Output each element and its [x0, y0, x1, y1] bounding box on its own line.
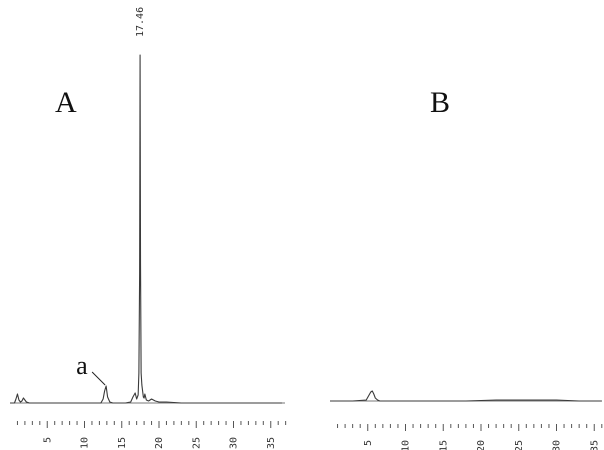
panel-a-x-tick-label: 5 [42, 437, 53, 443]
panel-b-x-tick-label: 25 [514, 440, 525, 450]
panel-a-axis-tick-labels: 5 10 15 20 25 30 35 [42, 437, 277, 449]
panel-a-x-tick-label: 20 [154, 437, 165, 449]
panel-b-label: B [430, 86, 450, 119]
panel-b-axis-tick-labels: 5 10 15 20 25 30 35 [363, 440, 601, 450]
panel-a-label: A [55, 86, 77, 119]
panel-a-x-tick-label: 10 [80, 437, 91, 449]
panel-b-axis-ticks [337, 424, 603, 431]
panel-a-peak-labels: 17.46 [135, 7, 146, 37]
panel-a-axis-ticks [16, 421, 287, 428]
panel-b-x-tick-label: 5 [363, 440, 374, 446]
panel-a-trace [10, 54, 282, 404]
panel-a-x-tick-label: 25 [191, 437, 202, 449]
panel-a-peak-retention-label: 17.46 [135, 7, 146, 37]
panel-b-x-tick-label: 20 [476, 440, 487, 450]
panel-a-annotation-leader [91, 371, 106, 386]
panel-a-x-tick-label: 35 [266, 437, 277, 449]
chromatogram-panel-b: B 5 10 15 20 25 30 35 [330, 86, 603, 450]
panel-a-x-tick-label: 15 [117, 437, 128, 449]
chromatogram-panel-a: A 5 10 15 20 25 30 35 17.46 a [10, 7, 287, 449]
panel-a-x-tick-label: 30 [229, 437, 240, 449]
panel-b-x-tick-label: 30 [552, 440, 563, 450]
panel-b-x-tick-label: 35 [589, 440, 600, 450]
panel-b-trace [330, 390, 602, 402]
panel-b-x-tick-label: 10 [401, 440, 412, 450]
panel-a-peak-annotation: a [76, 351, 88, 380]
panel-b-x-tick-label: 15 [438, 440, 449, 450]
panel-a-annotations: a [76, 351, 106, 386]
